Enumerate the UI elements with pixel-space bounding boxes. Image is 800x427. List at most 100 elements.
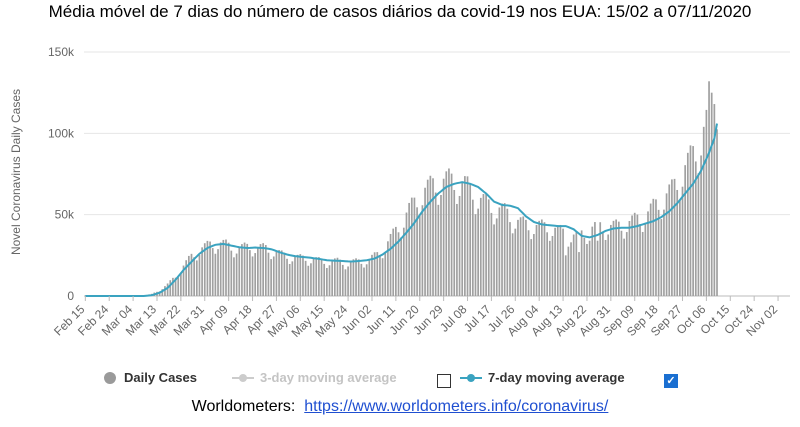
daily-case-bar [222,239,225,296]
daily-case-bar [604,239,607,296]
daily-case-bar [333,258,336,296]
daily-case-bar [291,261,294,296]
daily-case-bar [387,241,389,296]
daily-case-bar [445,171,448,296]
daily-case-bar [161,289,164,296]
daily-case-bar [296,254,299,296]
daily-case-bar [233,257,235,296]
daily-case-bar [365,264,368,296]
daily-case-bar [331,260,334,296]
daily-case-bar [174,277,177,296]
moving-average-line [85,123,718,297]
daily-case-bar [267,252,270,296]
legend-daily-cases-label: Daily Cases [124,370,197,385]
daily-case-bar [201,247,203,296]
daily-case-bar [594,222,596,296]
daily-case-bar [710,92,713,296]
daily-case-bar [336,257,339,296]
daily-case-bar [559,224,562,296]
daily-cases-bars [134,81,718,296]
chart-title: Média móvel de 7 dias do número de casos… [48,2,752,21]
daily-case-bar [490,212,493,296]
y-tick-label: 150k [48,45,75,59]
daily-case-bar [392,228,395,296]
legend-daily-cases[interactable]: Daily Cases [104,370,197,385]
checkbox-7-day[interactable]: ✓ [664,374,678,388]
daily-case-bar [700,155,702,296]
daily-case-bar [466,176,469,296]
daily-case-bar [514,228,517,296]
daily-case-bar [686,152,689,296]
daily-case-bar [397,232,400,296]
daily-case-bar [326,267,328,296]
daily-case-bar [211,248,214,296]
daily-case-bar [538,220,541,296]
daily-case-bar [673,178,676,296]
checkbox-3-day[interactable] [437,374,451,388]
legend-3-day-average[interactable]: 3-day moving average [232,370,397,385]
daily-case-bar [275,251,278,296]
legend-7-day-average[interactable]: 7-day moving average [460,370,625,385]
daily-case-bar [578,252,580,296]
daily-case-bar [379,255,381,296]
daily-case-bar [352,259,355,296]
daily-case-bar [602,231,604,296]
daily-case-bar [254,253,257,296]
daily-case-bar [241,244,243,296]
daily-case-bar [373,252,376,296]
daily-case-bar [652,198,655,296]
daily-case-bar [341,264,344,296]
daily-case-bar [530,239,533,296]
daily-case-bar [286,258,288,296]
daily-case-bar [421,205,424,296]
daily-case-bar [283,252,286,296]
daily-case-bar [586,243,588,296]
daily-case-bar [318,257,320,296]
daily-case-bar [543,222,546,296]
source-link[interactable]: https://www.worldometers.info/coronaviru… [304,398,609,415]
daily-case-bar [424,187,426,296]
daily-case-bar [540,219,543,296]
daily-case-bar [190,253,193,296]
daily-case-bar [556,225,559,296]
daily-case-bar [262,243,264,296]
check-icon: ✓ [666,375,676,387]
daily-case-bar [615,219,617,296]
daily-case-bar [676,189,679,296]
daily-case-bar [477,208,479,296]
daily-case-bar [198,255,201,296]
chart-legend: Daily Cases 3-day moving average 7-day m… [0,366,800,392]
daily-case-bar [328,265,331,296]
daily-case-bar [660,219,663,296]
daily-case-bar [522,216,525,296]
daily-case-bar [702,126,705,296]
daily-case-bar [360,263,363,296]
daily-case-bar [548,240,551,296]
daily-case-bar [368,258,371,296]
daily-case-bar [644,224,647,296]
daily-case-bar [410,197,413,296]
daily-case-bar [217,249,219,296]
daily-case-bar [384,252,387,296]
daily-case-bar [259,244,262,296]
daily-case-bar [461,181,464,296]
daily-case-bar [633,212,636,296]
daily-case-bar [501,203,503,296]
daily-case-bar [164,286,166,296]
daily-case-bar [442,178,445,296]
daily-case-bar [264,245,267,296]
daily-case-bar [471,199,474,296]
source-label: Worldometers: [191,398,296,415]
daily-case-bar [554,227,556,296]
daily-case-bar [625,232,628,296]
daily-case-bar [304,260,307,296]
daily-case-bar [402,227,405,296]
daily-case-bar [434,192,437,296]
y-axis-label: Novel Coronavirus Daily Cases [9,89,23,255]
daily-case-bar [246,243,249,296]
daily-case-bar [219,242,222,296]
daily-case-bar [315,257,318,296]
daily-case-bar [485,193,487,296]
daily-case-bar [705,109,708,296]
